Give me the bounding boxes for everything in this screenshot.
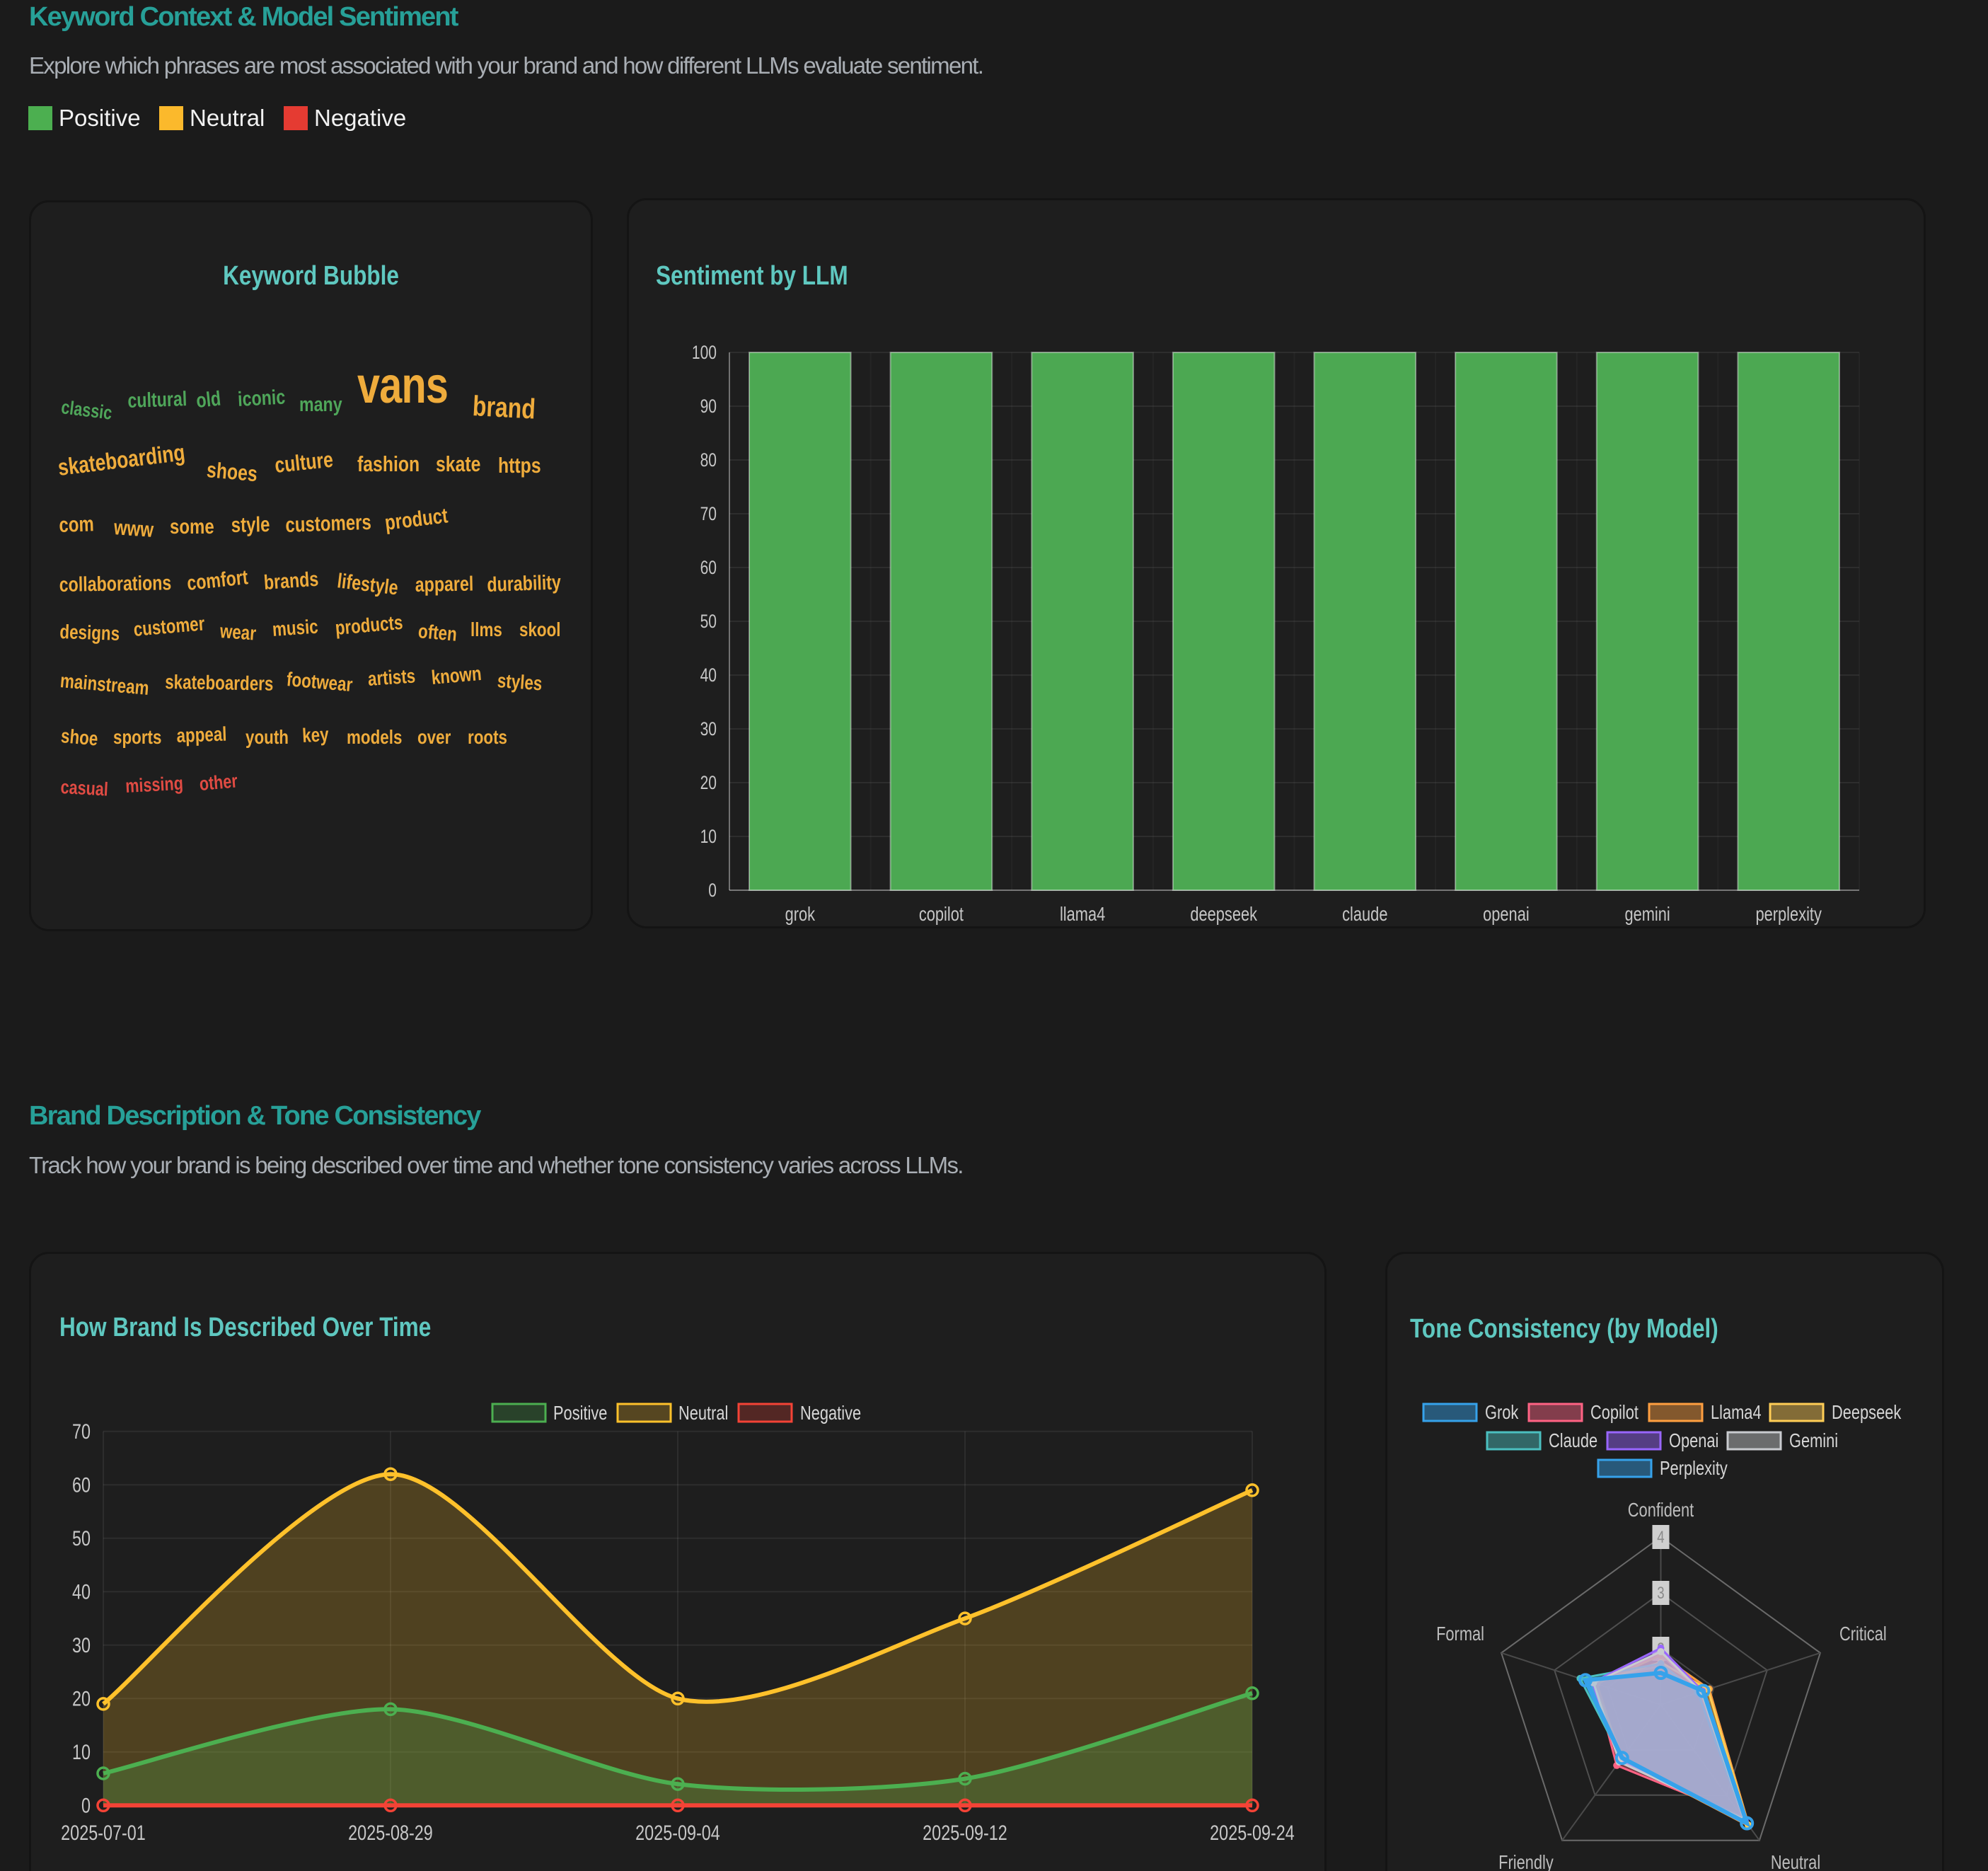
svg-text:2025-09-24: 2025-09-24 <box>1210 1821 1295 1844</box>
svg-text:copilot: copilot <box>919 903 964 925</box>
svg-text:3: 3 <box>1657 1584 1664 1603</box>
svg-text:Negative: Negative <box>800 1402 861 1424</box>
svg-text:Llama4: Llama4 <box>1711 1401 1762 1423</box>
svg-text:50: 50 <box>700 611 717 633</box>
svg-text:2025-08-29: 2025-08-29 <box>348 1821 433 1844</box>
svg-text:grok: grok <box>785 903 816 925</box>
svg-text:Confident: Confident <box>1628 1499 1694 1521</box>
svg-text:2025-07-01: 2025-07-01 <box>61 1821 146 1844</box>
svg-text:Claude: Claude <box>1549 1429 1597 1451</box>
svg-text:4: 4 <box>1657 1528 1664 1547</box>
svg-text:100: 100 <box>692 342 717 364</box>
svg-text:2025-09-04: 2025-09-04 <box>635 1821 720 1844</box>
svg-text:40: 40 <box>72 1580 91 1604</box>
svg-text:deepseek: deepseek <box>1190 903 1257 925</box>
svg-text:gemini: gemini <box>1624 903 1670 925</box>
svg-text:40: 40 <box>700 665 717 686</box>
svg-text:20: 20 <box>700 773 717 794</box>
svg-text:30: 30 <box>72 1633 91 1657</box>
svg-text:Critical: Critical <box>1839 1623 1887 1645</box>
svg-text:30: 30 <box>700 719 717 740</box>
svg-text:2025-09-12: 2025-09-12 <box>923 1821 1007 1844</box>
svg-text:20: 20 <box>72 1687 91 1710</box>
svg-text:Positive: Positive <box>553 1402 607 1424</box>
svg-text:60: 60 <box>72 1473 91 1497</box>
svg-text:Deepseek: Deepseek <box>1832 1401 1902 1423</box>
svg-text:Grok: Grok <box>1485 1401 1519 1423</box>
svg-text:llama4: llama4 <box>1060 903 1105 925</box>
svg-text:Gemini: Gemini <box>1789 1429 1838 1451</box>
svg-text:50: 50 <box>72 1526 91 1550</box>
svg-text:Perplexity: Perplexity <box>1660 1457 1728 1479</box>
svg-text:Formal: Formal <box>1436 1623 1484 1645</box>
svg-text:Neutral: Neutral <box>678 1402 728 1424</box>
svg-text:60: 60 <box>700 558 717 579</box>
svg-text:10: 10 <box>700 827 717 848</box>
svg-text:perplexity: perplexity <box>1755 903 1822 925</box>
svg-text:Neutral: Neutral <box>1771 1851 1820 1871</box>
svg-text:80: 80 <box>700 450 717 471</box>
svg-text:0: 0 <box>81 1794 91 1817</box>
svg-text:10: 10 <box>72 1740 91 1763</box>
svg-text:70: 70 <box>72 1420 91 1443</box>
svg-text:claude: claude <box>1342 903 1387 925</box>
svg-text:Friendly: Friendly <box>1498 1851 1554 1871</box>
svg-text:openai: openai <box>1483 903 1530 925</box>
svg-text:70: 70 <box>700 504 717 525</box>
svg-text:Copilot: Copilot <box>1590 1401 1639 1423</box>
svg-text:90: 90 <box>700 396 717 418</box>
svg-text:Openai: Openai <box>1669 1429 1718 1451</box>
svg-text:0: 0 <box>708 880 717 902</box>
